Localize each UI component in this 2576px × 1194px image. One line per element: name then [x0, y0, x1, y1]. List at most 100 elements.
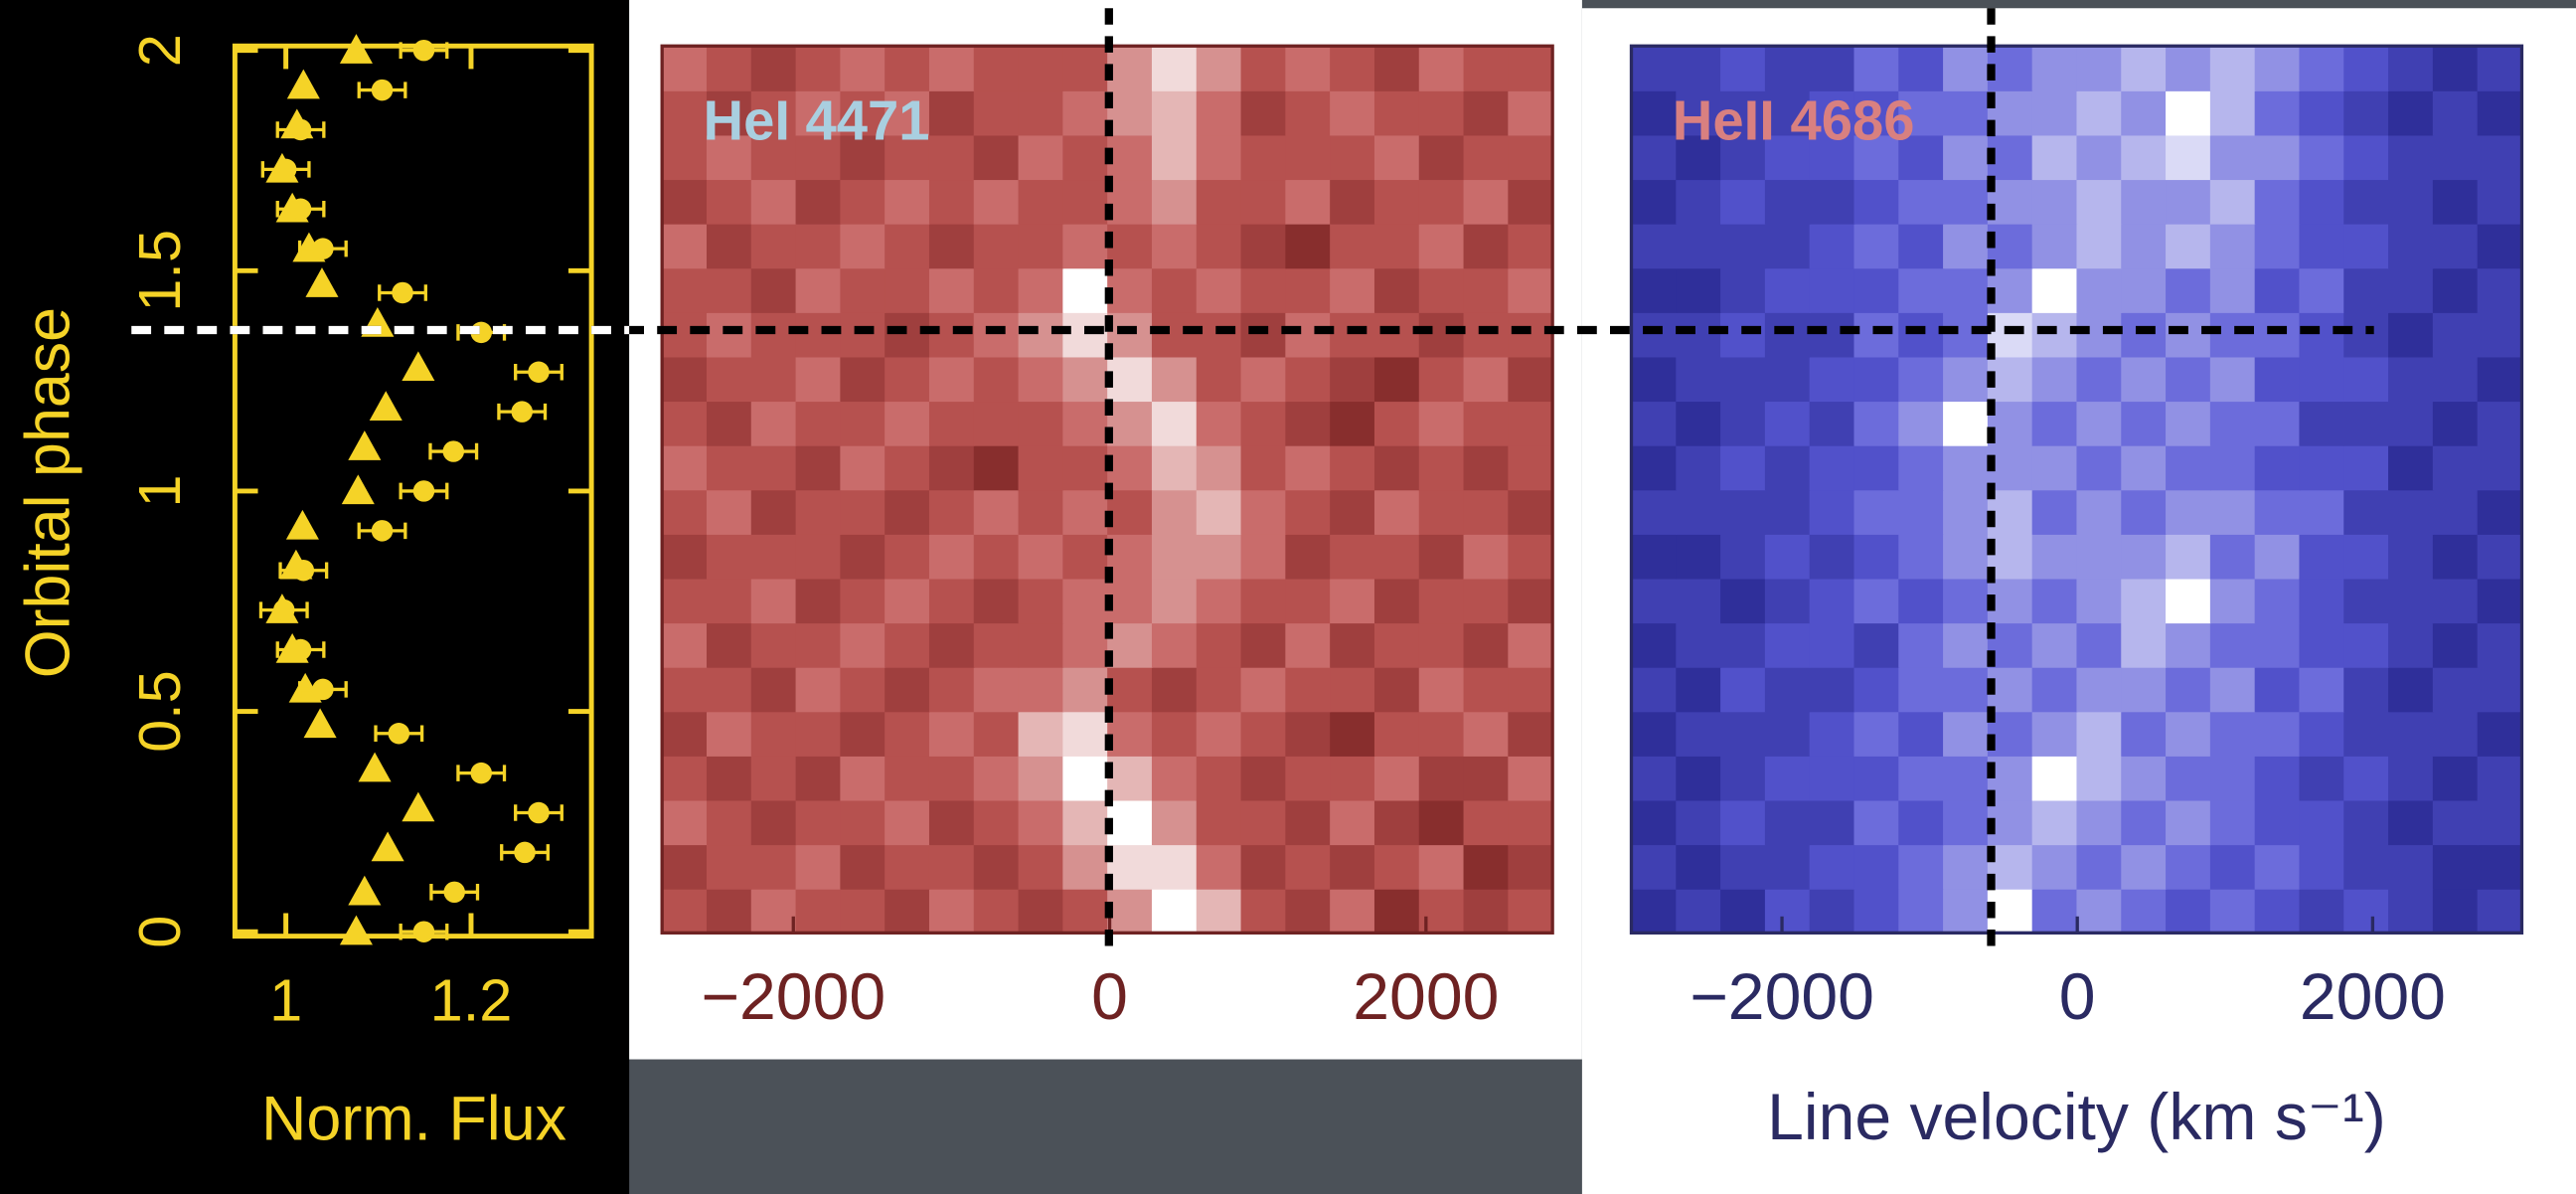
heatmap-cell	[929, 356, 975, 402]
heatmap-cell	[1419, 224, 1465, 269]
heatmap-cell	[1464, 401, 1510, 446]
heatmap-cell	[2343, 312, 2389, 358]
heatmap-cell	[1853, 46, 1899, 91]
heatmap-cell	[1107, 224, 1153, 269]
heatmap-cell	[840, 445, 886, 491]
heatmap-cell	[885, 667, 930, 713]
heatmap-cell	[2255, 356, 2301, 402]
heatmap-cell	[840, 889, 886, 935]
heatmap-cell	[2433, 46, 2479, 91]
heatmap-cell	[2121, 401, 2167, 446]
heatmap-cell	[662, 889, 708, 935]
heatmap-cell	[1152, 267, 1198, 313]
heatmap-cell	[1019, 534, 1064, 580]
heatmap-cell	[1197, 756, 1242, 801]
heatmap-cell	[662, 134, 708, 180]
panel-label: HeII 4686	[1673, 88, 1915, 151]
heatmap-cell	[1285, 622, 1331, 668]
heatmap-cell	[1720, 312, 1766, 358]
heatmap-cell	[840, 356, 886, 402]
heatmap-cell	[1152, 889, 1198, 935]
heatmap-cell	[1062, 134, 1108, 180]
heatmap-cell	[2299, 224, 2344, 269]
heatmap-cell	[2032, 667, 2078, 713]
heatmap-cell	[1152, 312, 1198, 358]
heatmap-cell	[1062, 90, 1108, 136]
heatmap-cell	[1508, 90, 1553, 136]
heatmap-cell	[2478, 179, 2523, 225]
heatmap-cell	[1943, 579, 1989, 624]
heatmap-cell	[2076, 267, 2122, 313]
heatmap-cell	[2343, 844, 2389, 890]
heatmap-cell	[1508, 224, 1553, 269]
heatmap-cell	[1676, 46, 1721, 91]
heatmap-cell	[1285, 445, 1331, 491]
heatmap-cell	[1720, 267, 1766, 313]
heatmap-cell	[1464, 667, 1510, 713]
heatmap-cell	[1374, 90, 1420, 136]
heatmap-cell	[1374, 401, 1420, 446]
heatmap-cell	[840, 711, 886, 757]
heatmap-cell	[662, 711, 708, 757]
heatmap-cell	[1508, 401, 1553, 446]
heatmap-cell	[1464, 622, 1510, 668]
heatmap-cell	[1285, 401, 1331, 446]
heatmap-cell	[1062, 667, 1108, 713]
heatmap-cell	[1810, 267, 1855, 313]
heatmap-cell	[2121, 889, 2167, 935]
heatmap-cell	[1631, 534, 1677, 580]
heatmap-cell	[1152, 356, 1198, 402]
heatmap-cell	[2121, 711, 2167, 757]
heatmap-cell	[1197, 267, 1242, 313]
heatmap-cell	[751, 756, 797, 801]
heatmap-cell	[885, 579, 930, 624]
heatmap-cell	[2343, 711, 2389, 757]
heatmap-cell	[1810, 622, 1855, 668]
heatmap-cell	[885, 800, 930, 846]
heatmap-cell	[796, 579, 842, 624]
heatmap-cell	[1019, 579, 1064, 624]
heatmap-cell	[2121, 844, 2167, 890]
heatmap-cell	[2210, 667, 2256, 713]
heatmap-cell	[2433, 756, 2479, 801]
heatmap-cell	[2121, 756, 2167, 801]
heatmap-cell	[1720, 179, 1766, 225]
heatmap-cell	[929, 711, 975, 757]
heatmap-cell	[707, 401, 752, 446]
heatmap-cell	[2388, 579, 2434, 624]
heatmap-cell	[1765, 711, 1811, 757]
heatmap-cell	[1197, 90, 1242, 136]
heatmap-cell	[1374, 356, 1420, 402]
heatmap-cell	[1019, 401, 1064, 446]
heatmap-cell	[662, 667, 708, 713]
heatmap-cell	[2433, 90, 2479, 136]
heatmap-cell	[1898, 889, 1944, 935]
heatmap-cell	[2343, 489, 2389, 535]
heatmap-cell	[1853, 489, 1899, 535]
heatmap-cell	[1285, 579, 1331, 624]
heatmap-cell	[1508, 46, 1553, 91]
heatmap-cell	[885, 489, 930, 535]
heatmap-cell	[1943, 134, 1989, 180]
heatmap-cell	[1062, 46, 1108, 91]
y-tick-label: 1.5	[126, 230, 193, 312]
heatmap-cell	[796, 401, 842, 446]
heatmap-cell	[2166, 401, 2211, 446]
heatmap-cell	[707, 622, 752, 668]
heatmap-cell	[1765, 844, 1811, 890]
heatmap-cell	[2121, 800, 2167, 846]
heatmap-cell	[929, 579, 975, 624]
heatmap-cell	[1676, 312, 1721, 358]
heatmap-cell	[1765, 534, 1811, 580]
heatmap-cell	[885, 356, 930, 402]
heatmap-cell	[2343, 534, 2389, 580]
heatmap-cell	[1898, 711, 1944, 757]
heatmap-cell	[929, 534, 975, 580]
heatmap-cell	[1019, 667, 1064, 713]
heatmap-cell	[929, 224, 975, 269]
heatmap-cell	[751, 711, 797, 757]
heatmap-cell	[1676, 667, 1721, 713]
heatmap-cell	[1062, 312, 1108, 358]
heatmap-cell	[1419, 179, 1465, 225]
heatmap-cell	[1374, 579, 1420, 624]
